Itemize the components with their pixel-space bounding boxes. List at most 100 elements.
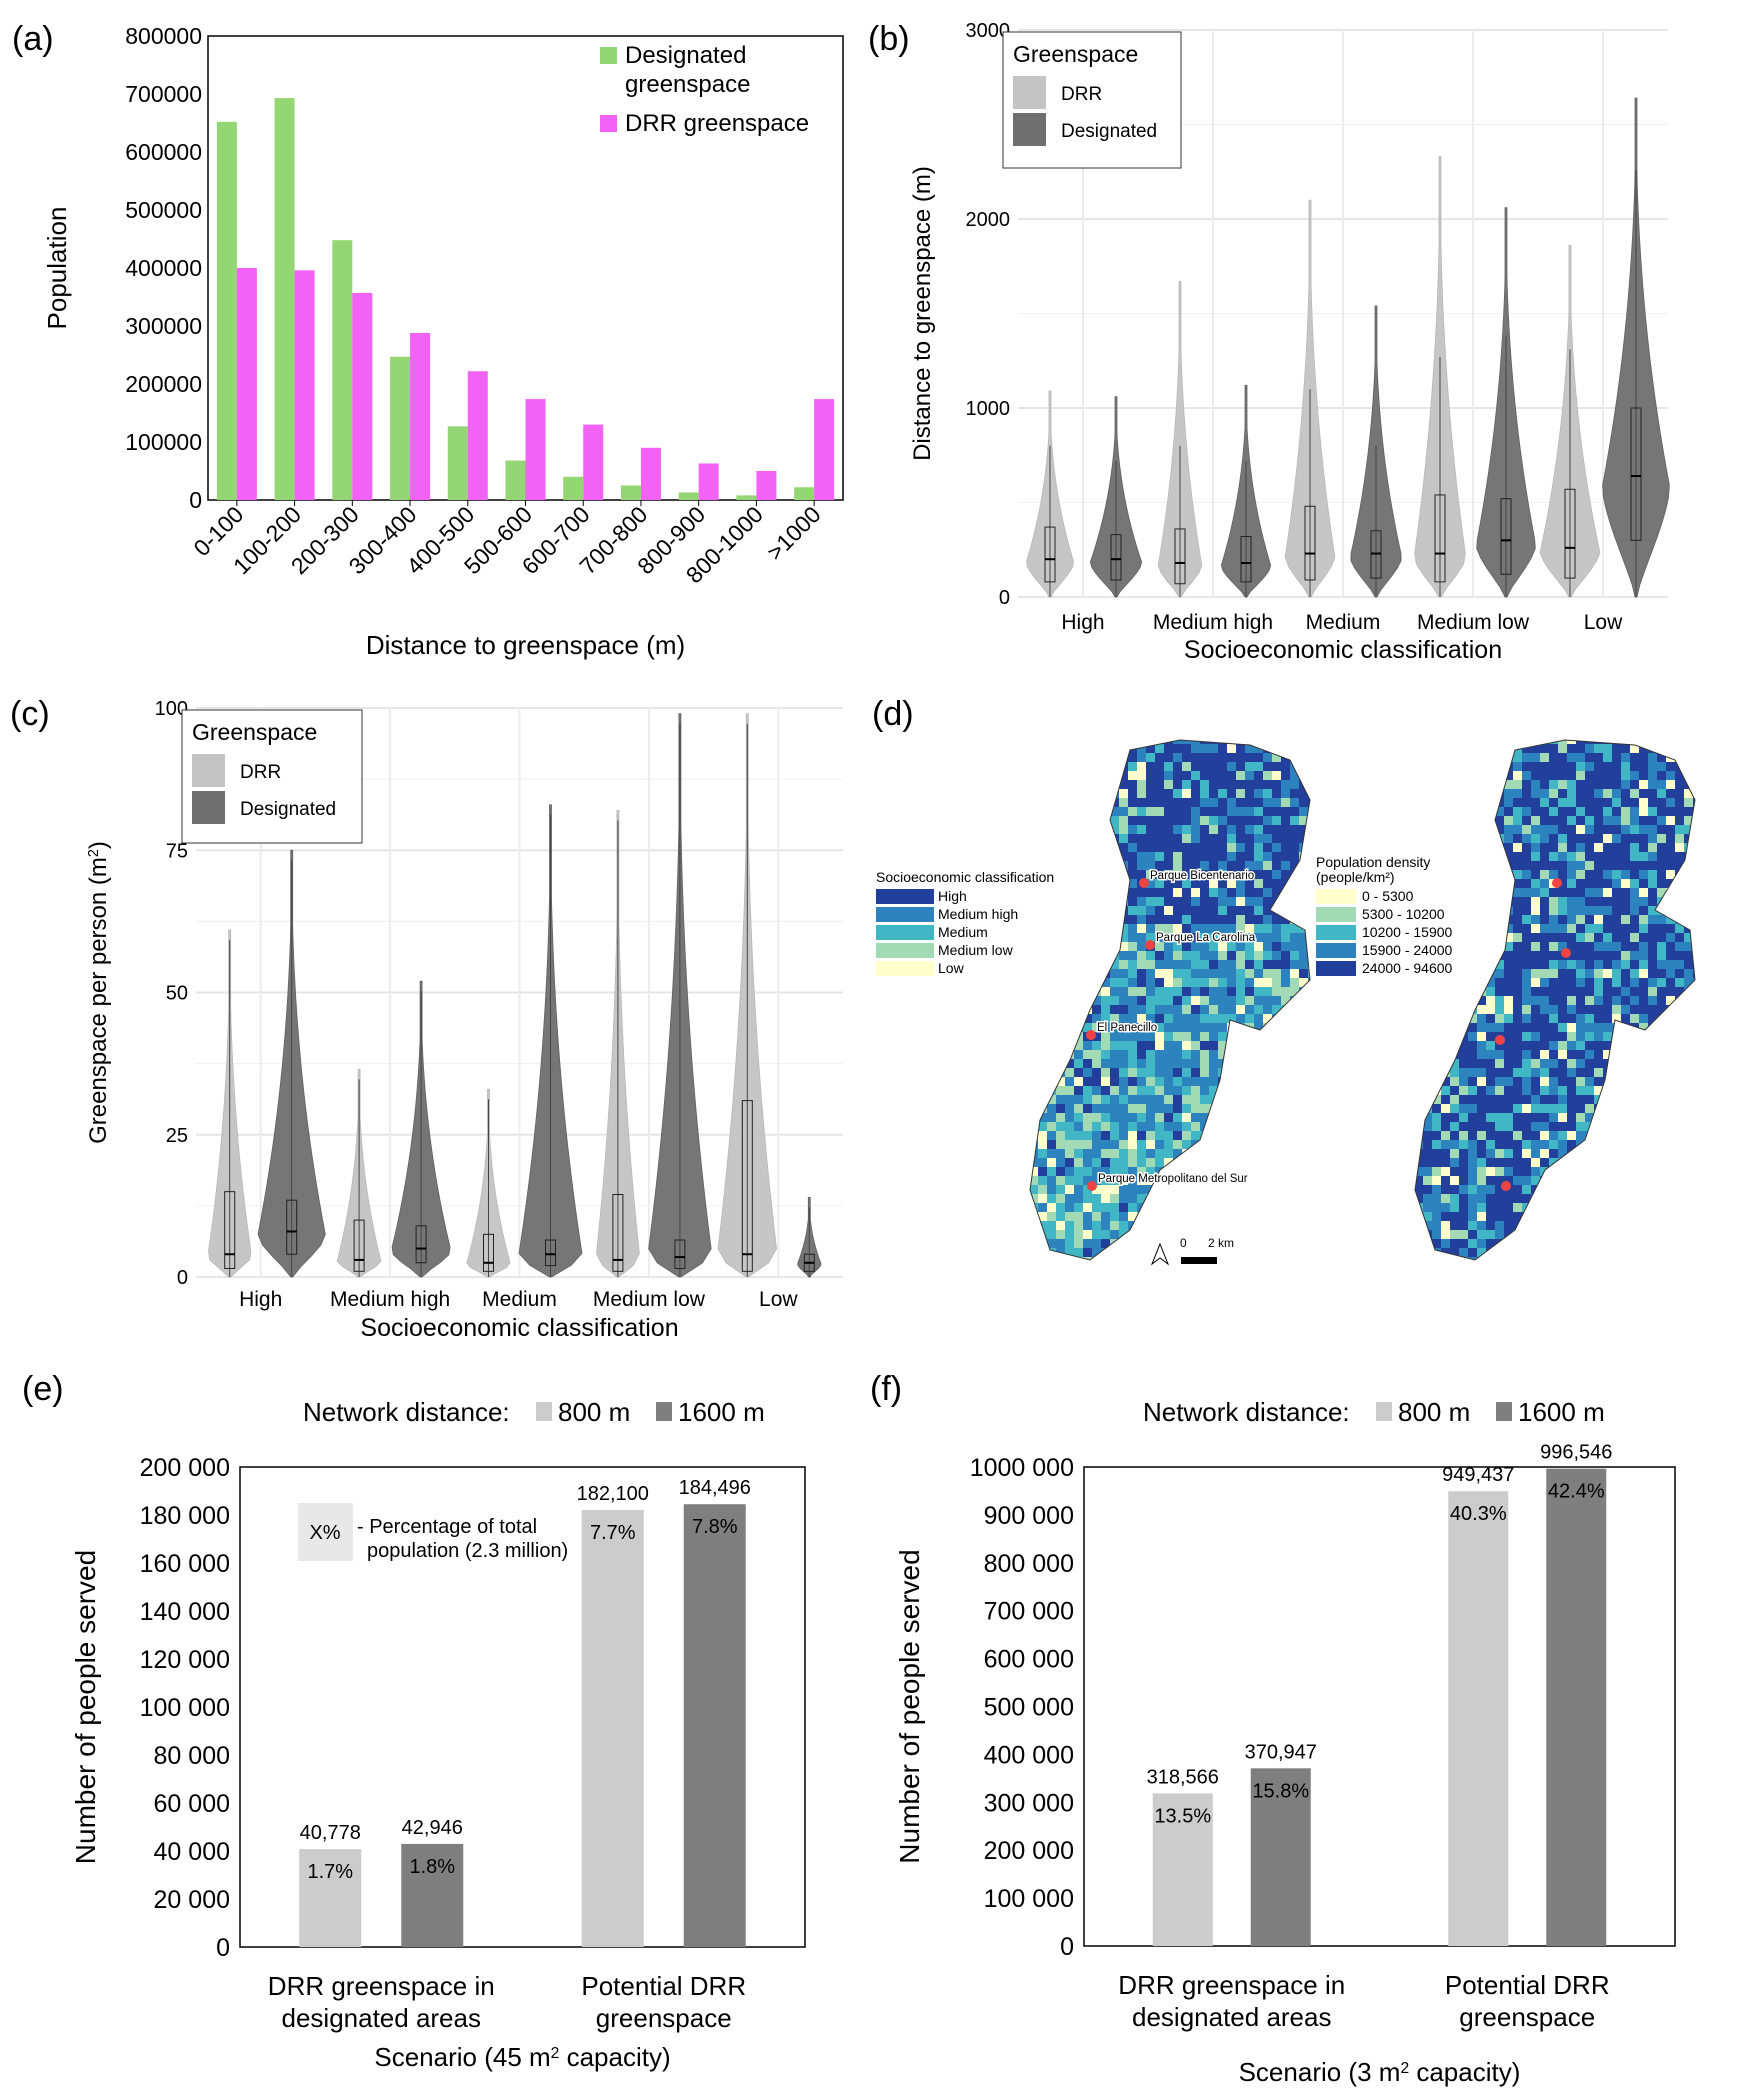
bar-designated (274, 98, 295, 500)
y-tick-label: 500 000 (984, 1694, 1074, 1722)
bar-drr (525, 399, 546, 500)
legend-title: Greenspace (1013, 41, 1138, 67)
bar-designated (620, 485, 641, 500)
bar-designated (332, 240, 353, 500)
map-legend-label: Medium low (938, 942, 1014, 958)
legend-swatch (1496, 1402, 1512, 1421)
bar-pct-label: 7.8% (692, 1516, 738, 1538)
x-tick-label: Medium (482, 1288, 557, 1311)
x-tick-label: DRR greenspace in (1118, 1970, 1345, 2000)
y-tick-label: 300000 (125, 313, 202, 339)
y-tick-label: 40 000 (154, 1838, 230, 1866)
bar-drr (294, 270, 315, 500)
bar-1600m (683, 1504, 746, 1947)
y-tick-label: 1000 (966, 398, 1011, 420)
bar-pct-label: 1.7% (307, 1861, 353, 1883)
map-legend-label: Low (938, 960, 965, 976)
annotation-text: population (2.3 million) (367, 1540, 568, 1562)
scale-bar (1181, 1257, 1217, 1264)
panel-label-d: (d) (872, 695, 914, 733)
x-tick-label: Medium low (1417, 611, 1530, 634)
y-tick-label: 80 000 (154, 1742, 230, 1770)
panel-label: (e) (22, 1370, 64, 1408)
y-tick-label: 500000 (125, 197, 202, 223)
park-marker (1086, 1030, 1096, 1040)
map-legend-swatch (1316, 889, 1356, 904)
x-tick-label: Potential DRR (581, 1971, 746, 2001)
bar-drr (698, 463, 719, 500)
bar-800m (1448, 1491, 1509, 1946)
bar-value-label: 40,778 (300, 1822, 361, 1844)
panel-f: (f) Network distance: 800 m 1600 m 0 100 000 2… (870, 1370, 1676, 2087)
y-tick-label: 100 (155, 698, 188, 720)
bar-pct-label: 7.7% (590, 1522, 636, 1544)
panel-label: (b) (868, 20, 910, 58)
map-legend-swatch (876, 925, 934, 940)
x-tick-label: Low (1584, 611, 1623, 634)
violin-box (1110, 534, 1122, 581)
map-outline (1414, 739, 1696, 1261)
violin-box (1044, 526, 1056, 583)
bar-1600m (1546, 1468, 1607, 1946)
bar-designated (736, 495, 757, 500)
bar-1600m (1250, 1768, 1311, 1946)
legend-label: DRR greenspace (625, 110, 809, 137)
x-axis-title: Scenario (45 m2 capacity) (374, 2042, 670, 2072)
map-legend-title: Population density (1316, 854, 1430, 870)
plot-frame (239, 1466, 806, 1948)
bar-designated (678, 492, 699, 500)
bar-1600m (401, 1843, 464, 1947)
map-legend-swatch (876, 889, 934, 904)
bar-800m (299, 1849, 362, 1947)
y-tick-label: 3000 (966, 20, 1011, 42)
legend-label: DRR (240, 762, 281, 783)
bar-designated (563, 476, 584, 500)
map-legend-label: 0 - 5300 (1362, 888, 1414, 904)
bar-designated (216, 121, 237, 500)
violin-box (1434, 494, 1446, 583)
park-marker (1145, 940, 1155, 950)
violin-box (224, 1191, 236, 1269)
x-tick-label: Potential DRR (1445, 1970, 1610, 2000)
legend-swatch (656, 1402, 672, 1421)
legend-label: 1600 m (678, 1397, 765, 1427)
x-tick-label: designated areas (282, 2003, 481, 2033)
map-legend-swatch (1316, 907, 1356, 922)
bar-800m (581, 1509, 644, 1947)
bar-drr (352, 292, 373, 500)
map-legend-label: Medium high (938, 906, 1018, 922)
x-axis-title-a: Distance to greenspace (m) (366, 630, 685, 660)
y-tick-label: 200000 (125, 371, 202, 397)
y-tick-label: 75 (166, 840, 188, 862)
map-legend-swatch (876, 961, 934, 976)
violin-box (286, 1199, 298, 1255)
legend-label: 800 m (1398, 1397, 1470, 1427)
violin-box (612, 1193, 624, 1272)
map-outline (1029, 739, 1311, 1261)
bar-drr (467, 371, 488, 500)
panel-label-a: (a) (12, 20, 54, 58)
violin-box (1564, 488, 1576, 579)
y-tick-label: 0 (177, 1267, 188, 1289)
x-axis-title: Socioeconomic classification (1184, 636, 1502, 664)
y-tick-label: 800 000 (984, 1550, 1074, 1578)
y-tick-label: 1000 000 (970, 1454, 1074, 1482)
y-tick-label: 120 000 (140, 1646, 230, 1674)
x-tick-label: DRR greenspace in (268, 1971, 495, 2001)
panel-c: (c) 0 25 50 75 100 High Medium high Medium Medium… (10, 695, 843, 1342)
y-axis-title: Greenspace per person (m2) (85, 841, 112, 1144)
y-axis-title-a: Population (42, 207, 72, 330)
legend-swatch (192, 754, 225, 787)
y-tick-label: 800000 (125, 23, 202, 49)
y-axis-title: Number of people served (70, 1550, 101, 1864)
scale-label: 0 (1180, 1236, 1187, 1250)
legend-label: Designated (1061, 121, 1157, 142)
x-tick-label: Medium high (1153, 611, 1273, 634)
legend-swatch (600, 47, 617, 64)
bar-value-label: 184,496 (679, 1477, 751, 1499)
map-fill (1415, 740, 1695, 1260)
park-label: Parque Bicentenario (1150, 870, 1254, 882)
y-tick-label: 300 000 (984, 1789, 1074, 1817)
park-label: Parque La Carolina (1156, 932, 1256, 944)
park-label: Parque Metropolitano del Sur (1098, 1173, 1248, 1185)
